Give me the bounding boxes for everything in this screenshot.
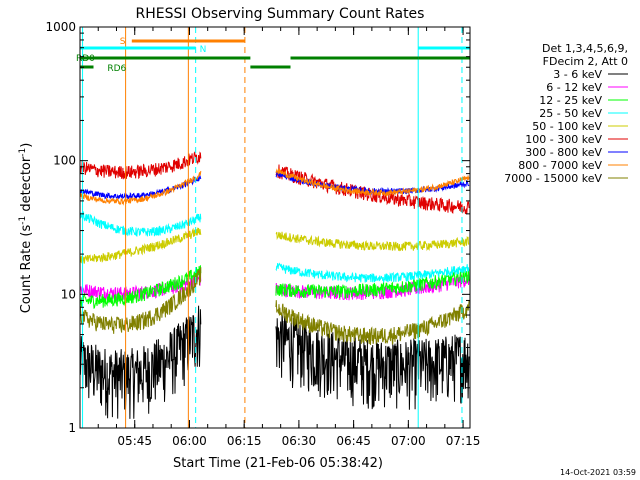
timestamp: 14-Oct-2021 03:59 bbox=[560, 468, 636, 477]
y-axis-label: Count Rate (s-1 detector-1) bbox=[18, 143, 34, 314]
legend-label-6: 100 - 300 keV bbox=[525, 133, 602, 146]
plot-area: S N RD0 RD6 bbox=[76, 27, 470, 428]
series-8 bbox=[79, 168, 470, 206]
series-4 bbox=[79, 211, 470, 283]
y-tick-label-4: 1000 bbox=[45, 20, 76, 34]
legend-label-7: 300 - 800 keV bbox=[525, 146, 602, 159]
legend-label-4: 25 - 50 keV bbox=[539, 107, 602, 120]
x-tick-label-1: 05:45 bbox=[117, 434, 152, 448]
legend-label-2: 6 - 12 keV bbox=[546, 81, 602, 94]
y-tick-label-2: 10 bbox=[61, 287, 76, 301]
x-tick-label-3: 06:15 bbox=[227, 434, 262, 448]
legend-label-8: 800 - 7000 keV bbox=[518, 159, 602, 172]
legend-label-5: 50 - 100 keV bbox=[532, 120, 602, 133]
series-1 bbox=[79, 305, 470, 419]
x-tick-label-5: 06:45 bbox=[336, 434, 371, 448]
legend-label-1: 3 - 6 keV bbox=[553, 68, 602, 81]
flag-label-rd6: RD6 bbox=[107, 64, 126, 74]
plot-frame bbox=[79, 26, 471, 429]
axes: 1 10 100 1000 05:45 06:00 06:15 06:30 06:45 07:00… bbox=[45, 20, 480, 448]
series-3 bbox=[79, 265, 470, 309]
flag-label-n: N bbox=[200, 45, 207, 55]
legend-label-3: 12 - 25 keV bbox=[539, 94, 602, 107]
y-tick-label-3: 100 bbox=[53, 154, 76, 168]
x-tick-label-4: 06:30 bbox=[282, 434, 317, 448]
series-9 bbox=[79, 267, 470, 345]
legend-header-2: FDecim 2, Att 0 bbox=[543, 55, 628, 68]
legend: Det 1,3,4,5,6,9,FDecim 2, Att 03 - 6 keV… bbox=[504, 42, 628, 185]
series-6 bbox=[79, 151, 470, 215]
legend-header-1: Det 1,3,4,5,6,9, bbox=[542, 42, 628, 55]
y-tick-label-1: 1 bbox=[68, 421, 76, 435]
x-tick-label-6: 07:00 bbox=[391, 434, 426, 448]
legend-label-9: 7000 - 15000 keV bbox=[504, 172, 602, 185]
x-axis-label: Start Time (21-Feb-06 05:38:42) bbox=[173, 456, 383, 471]
flag-label-s: S bbox=[120, 37, 126, 47]
x-tick-label-2: 06:00 bbox=[172, 434, 207, 448]
series-5 bbox=[79, 227, 470, 264]
x-tick-label-7: 07:15 bbox=[446, 434, 481, 448]
chart-title: RHESSI Observing Summary Count Rates bbox=[136, 6, 425, 22]
flag-label-rd0: RD0 bbox=[76, 54, 95, 64]
